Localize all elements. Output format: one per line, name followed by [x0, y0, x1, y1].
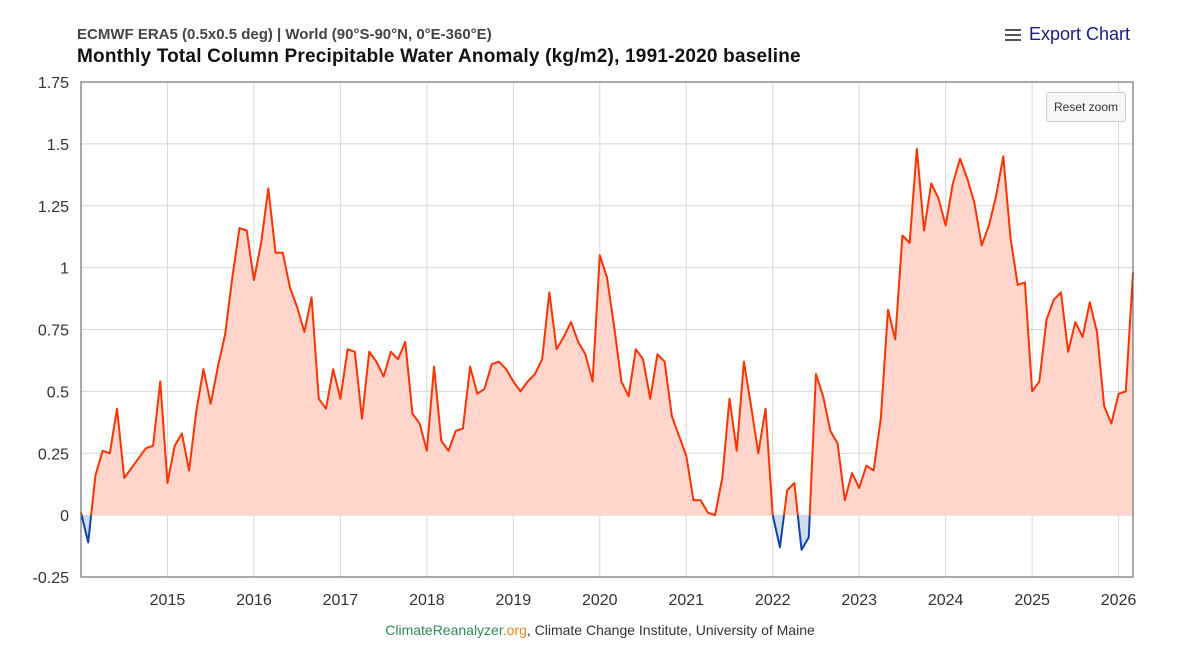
y-tick-label: 0.25 — [38, 446, 69, 463]
negative-anomaly-line — [771, 514, 785, 549]
y-tick-label: 0.75 — [38, 323, 69, 340]
chart-credits: ClimateReanalyzer.org, Climate Change In… — [0, 622, 1200, 638]
y-tick-label: 0 — [60, 508, 69, 525]
chart-title: Monthly Total Column Precipitable Water … — [77, 46, 801, 67]
y-tick-label: 1.75 — [38, 75, 69, 92]
y-tick-label: -0.25 — [33, 570, 70, 587]
reset-zoom-button[interactable]: Reset zoom — [1046, 92, 1126, 122]
x-tick-label: 2023 — [841, 592, 877, 609]
export-chart-button[interactable]: Export Chart — [1004, 24, 1130, 45]
x-axis-ticks: 2015 2016 2017 2018 2019 2020 2021 2022 2023 2024… — [150, 592, 1137, 609]
y-tick-label: 1.5 — [47, 137, 69, 154]
positive-anomaly-area — [91, 188, 773, 516]
negative-anomaly-line — [796, 515, 811, 551]
positive-anomaly-area — [809, 148, 1133, 516]
x-tick-label: 2021 — [668, 592, 704, 609]
x-tick-label: 2015 — [150, 592, 186, 609]
credits-org[interactable]: .org — [502, 622, 527, 638]
x-tick-label: 2018 — [409, 592, 445, 609]
x-tick-label: 2025 — [1014, 592, 1050, 609]
positive-anomaly-line — [90, 187, 774, 517]
y-tick-label: 0.5 — [47, 384, 69, 401]
series-lines — [80, 147, 1134, 551]
x-tick-label: 2020 — [582, 592, 618, 609]
y-tick-label: 1 — [60, 261, 69, 278]
positive-anomaly-line — [783, 481, 799, 516]
y-tick-label: 1.25 — [38, 199, 69, 216]
y-axis-ticks: -0.25 0 0.25 0.5 0.75 1 1.25 1.5 1.75 — [33, 75, 70, 587]
x-tick-label: 2019 — [496, 592, 532, 609]
credits-brand-link[interactable]: ClimateReanalyzer — [385, 622, 503, 638]
credits-text: , Climate Change Institute, University o… — [526, 622, 815, 638]
x-tick-label: 2017 — [323, 592, 359, 609]
export-chart-label: Export Chart — [1028, 24, 1130, 44]
plot-frame — [80, 81, 1134, 578]
x-tick-label: 2024 — [928, 592, 964, 609]
positive-anomaly-line — [808, 147, 1134, 516]
x-tick-label: 2022 — [755, 592, 791, 609]
x-tick-label: 2016 — [236, 592, 272, 609]
hamburger-menu-icon — [1004, 28, 1021, 41]
chart-subtitle: ECMWF ERA5 (0.5x0.5 deg) | World (90°S-9… — [77, 26, 492, 43]
negative-anomaly-line — [80, 514, 93, 544]
x-tick-label: 2026 — [1101, 592, 1137, 609]
